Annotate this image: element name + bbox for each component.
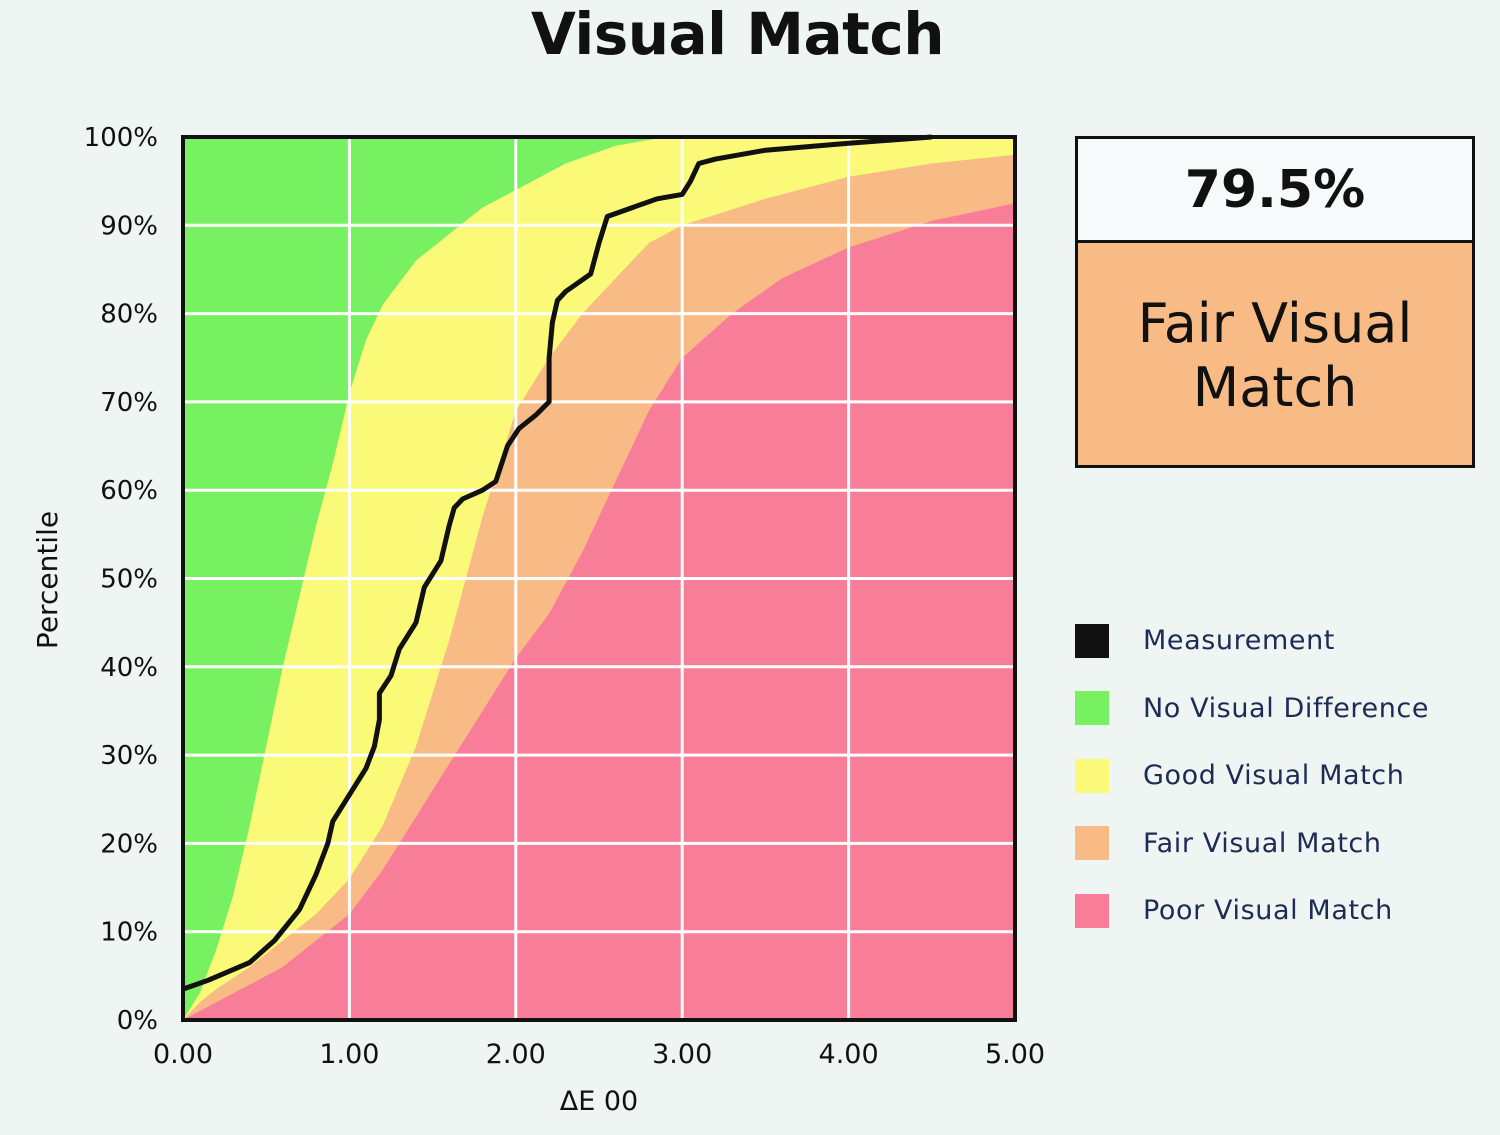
x-tick-label: 2.00: [486, 1039, 546, 1070]
score-value: 79.5%: [1078, 139, 1472, 243]
legend-label: Fair Visual Match: [1143, 827, 1382, 859]
y-tick-label: 70%: [100, 388, 158, 418]
legend-swatch: [1075, 826, 1109, 861]
legend-item-measurement: Measurement: [1075, 607, 1429, 675]
y-tick-label: 100%: [84, 123, 158, 153]
measurement-line: [182, 134, 932, 992]
legend-item-good-visual-match: Good Visual Match: [1075, 742, 1429, 810]
plot-frame: [181, 135, 1017, 1022]
legend-swatch: [1075, 623, 1109, 658]
x-tick-label: 0.00: [153, 1039, 213, 1070]
y-tick-label: 90%: [100, 211, 158, 241]
legend-item-fair-visual-match: Fair Visual Match: [1075, 810, 1429, 878]
y-tick-label: 40%: [100, 653, 158, 683]
legend: Measurement No Visual Difference Good Vi…: [1075, 607, 1429, 945]
y-tick-label: 0%: [117, 1006, 158, 1036]
legend-swatch: [1075, 758, 1109, 793]
y-tick-label: 20%: [100, 829, 158, 859]
legend-label: Poor Visual Match: [1143, 895, 1393, 927]
score-label: Fair Visual Match: [1137, 291, 1413, 419]
visual-match-chart: 0% 10% 20% 30% 40% 50% 60% 70% 80% 90% 100% 0.00 1.0…: [31, 123, 1045, 1117]
y-tick-label: 50%: [100, 565, 158, 595]
x-tick-label: 4.00: [819, 1039, 879, 1070]
legend-label: Measurement: [1143, 625, 1335, 657]
legend-swatch: [1075, 691, 1109, 726]
y-axis-label: Percentile: [31, 511, 64, 649]
y-tick-label: 80%: [100, 300, 158, 330]
chart-title: Visual Match: [530, 0, 945, 68]
y-tick-label: 10%: [100, 918, 158, 948]
band-good-visual-match: [183, 137, 1015, 1020]
x-tick-label: 5.00: [985, 1039, 1045, 1070]
legend-swatch: [1075, 893, 1109, 928]
x-axis-label: ΔE 00: [560, 1086, 638, 1117]
legend-label: Good Visual Match: [1143, 760, 1405, 792]
y-tick-label: 30%: [100, 741, 158, 771]
x-tick-label: 1.00: [319, 1039, 379, 1070]
score-box: 79.5% Fair Visual Match: [1075, 136, 1475, 468]
legend-item-poor-visual-match: Poor Visual Match: [1075, 877, 1429, 945]
legend-label: No Visual Difference: [1143, 692, 1430, 724]
y-tick-label: 60%: [100, 476, 158, 506]
x-tick-label: 3.00: [652, 1039, 712, 1070]
legend-item-no-visual-difference: No Visual Difference: [1075, 675, 1429, 743]
